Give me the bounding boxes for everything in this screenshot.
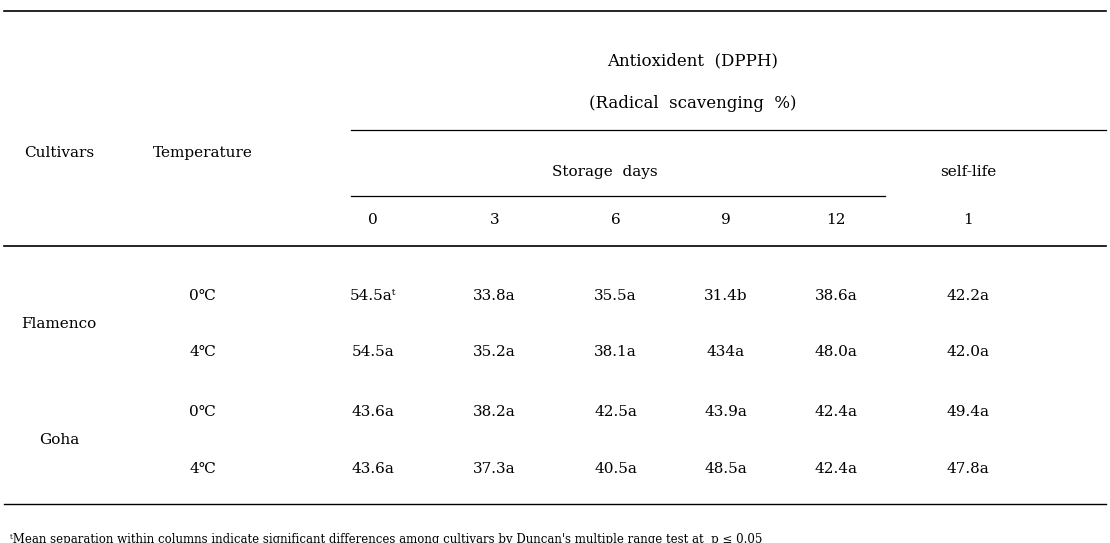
Text: 37.3a: 37.3a [473,462,516,476]
Text: 6: 6 [610,213,620,227]
Text: 43.6a: 43.6a [352,405,395,419]
Text: 42.5a: 42.5a [594,405,637,419]
Text: Temperature: Temperature [152,147,252,160]
Text: Antioxident  (DPPH): Antioxident (DPPH) [607,53,778,70]
Text: 48.5a: 48.5a [705,462,747,476]
Text: Storage  days: Storage days [552,166,657,179]
Text: 0℃: 0℃ [189,288,215,302]
Text: ᵗMean separation within columns indicate significant differences among cultivars: ᵗMean separation within columns indicate… [10,533,763,543]
Text: 0: 0 [369,213,379,227]
Text: 48.0a: 48.0a [815,345,857,359]
Text: (Radical  scavenging  %): (Radical scavenging %) [589,95,797,112]
Text: 12: 12 [826,213,846,227]
Text: 54.5a: 54.5a [352,345,394,359]
Text: 0℃: 0℃ [189,405,215,419]
Text: 42.4a: 42.4a [815,462,857,476]
Text: 33.8a: 33.8a [473,288,516,302]
Text: 38.2a: 38.2a [473,405,516,419]
Text: 38.1a: 38.1a [594,345,637,359]
Text: 35.2a: 35.2a [473,345,516,359]
Text: 42.2a: 42.2a [947,288,990,302]
Text: 43.9a: 43.9a [705,405,747,419]
Text: Cultivars: Cultivars [24,147,94,160]
Text: 31.4b: 31.4b [704,288,747,302]
Text: Goha: Goha [39,433,80,447]
Text: 38.6a: 38.6a [815,288,857,302]
Text: 47.8a: 47.8a [947,462,989,476]
Text: 49.4a: 49.4a [947,405,990,419]
Text: 434a: 434a [707,345,745,359]
Text: 4℃: 4℃ [189,462,215,476]
Text: 3: 3 [490,213,500,227]
Text: 4℃: 4℃ [189,345,215,359]
Text: 42.4a: 42.4a [815,405,857,419]
Text: 43.6a: 43.6a [352,462,395,476]
Text: 42.0a: 42.0a [947,345,990,359]
Text: 1: 1 [963,213,973,227]
Text: 54.5aᵗ: 54.5aᵗ [350,288,396,302]
Text: 40.5a: 40.5a [594,462,637,476]
Text: 35.5a: 35.5a [594,288,637,302]
Text: self-life: self-life [940,166,997,179]
Text: Flamenco: Flamenco [21,317,97,331]
Text: 9: 9 [720,213,730,227]
